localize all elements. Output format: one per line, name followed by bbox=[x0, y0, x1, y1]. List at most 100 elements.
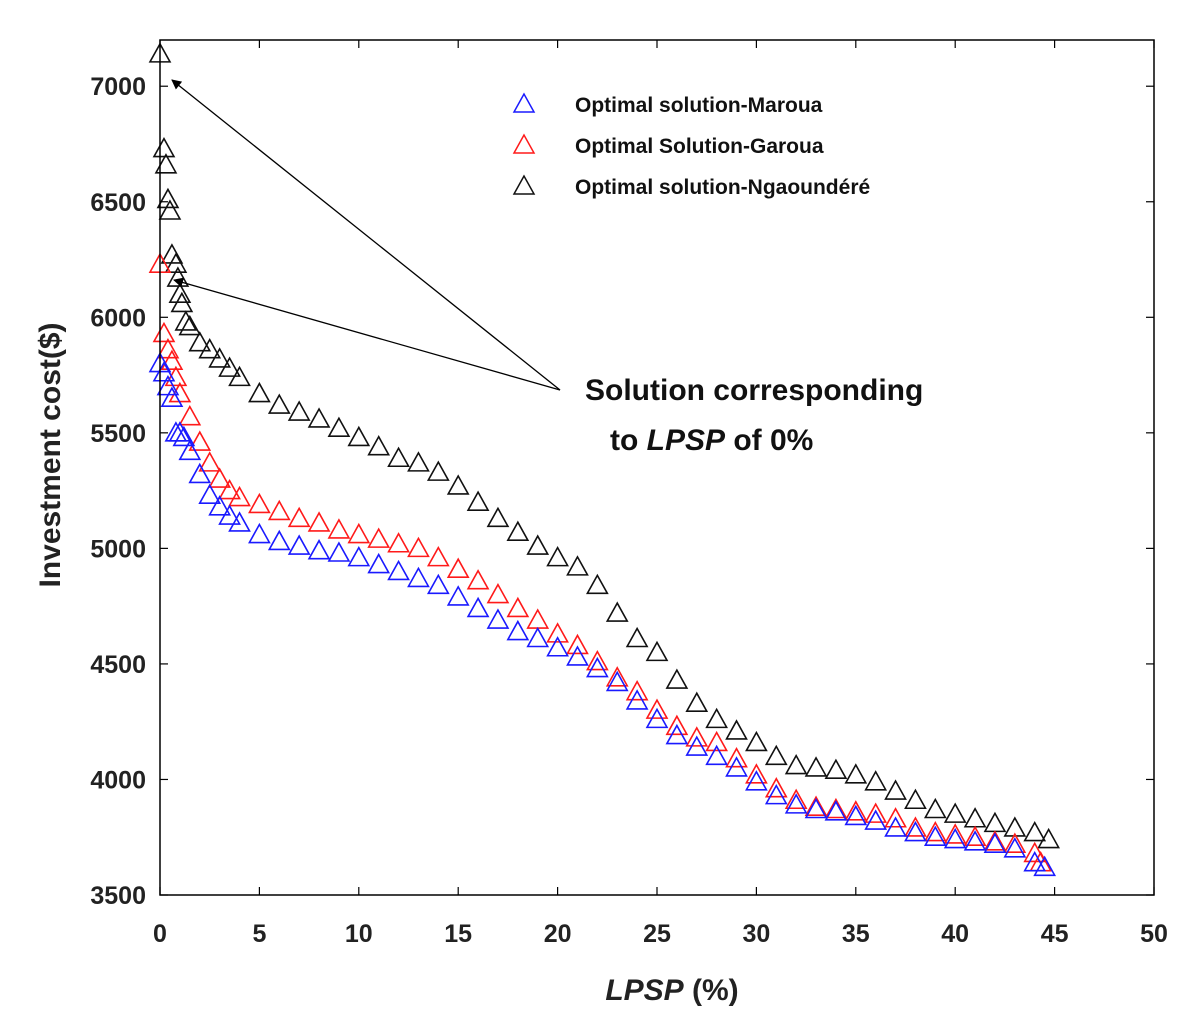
data-point-ngaoundere bbox=[1037, 827, 1060, 849]
x-tick-label: 15 bbox=[444, 920, 472, 948]
data-point-maroua bbox=[172, 425, 196, 447]
data-point-ngaoundere bbox=[287, 400, 311, 421]
data-point-garoua bbox=[784, 788, 808, 810]
data-point-maroua bbox=[963, 830, 987, 851]
data-point-ngaoundere bbox=[923, 797, 947, 819]
x-tick-label: 40 bbox=[941, 920, 969, 948]
data-point-garoua bbox=[506, 596, 530, 618]
y-tick-label: 4500 bbox=[90, 651, 146, 679]
data-point-garoua bbox=[307, 511, 331, 532]
data-point-garoua bbox=[1023, 841, 1047, 863]
data-point-maroua bbox=[267, 529, 291, 551]
data-point-maroua bbox=[566, 645, 589, 666]
data-point-ngaoundere bbox=[784, 753, 808, 775]
data-point-maroua bbox=[943, 827, 967, 849]
data-point-garoua bbox=[152, 321, 176, 343]
legend-marker-maroua bbox=[512, 92, 536, 113]
annotation-line-1: Solution corresponding bbox=[585, 374, 923, 407]
data-point-garoua bbox=[446, 557, 470, 578]
data-point-ngaoundere bbox=[446, 474, 470, 495]
data-point-ngaoundere bbox=[307, 407, 331, 428]
data-point-maroua bbox=[367, 552, 391, 574]
data-point-garoua bbox=[884, 807, 907, 828]
data-point-garoua bbox=[347, 522, 371, 544]
data-point-maroua bbox=[168, 421, 192, 442]
data-point-ngaoundere bbox=[387, 446, 410, 468]
data-point-ngaoundere bbox=[367, 435, 391, 456]
data-point-garoua bbox=[228, 485, 251, 507]
data-point-ngaoundere bbox=[963, 807, 987, 828]
data-point-maroua bbox=[218, 504, 241, 525]
data-point-ngaoundere bbox=[546, 545, 569, 567]
y-tick-label: 6500 bbox=[90, 189, 146, 217]
data-point-garoua bbox=[566, 633, 589, 655]
data-point-garoua bbox=[923, 820, 947, 842]
data-point-garoua bbox=[160, 349, 184, 371]
data-point-maroua bbox=[228, 511, 251, 532]
data-point-garoua bbox=[198, 451, 222, 472]
data-point-garoua bbox=[208, 467, 231, 488]
x-tick-label: 5 bbox=[252, 920, 266, 948]
data-point-maroua bbox=[745, 770, 768, 791]
annotation-arrow-lower bbox=[173, 277, 561, 391]
data-point-ngaoundere bbox=[208, 347, 231, 368]
data-point-maroua bbox=[152, 361, 176, 382]
annotation-line-2-post: of 0% bbox=[725, 424, 813, 457]
data-point-garoua bbox=[844, 800, 868, 821]
data-point-maroua bbox=[904, 820, 927, 842]
data-point-maroua bbox=[645, 707, 669, 729]
data-point-maroua bbox=[784, 793, 808, 814]
y-axis-title: Investment cost($) bbox=[34, 322, 67, 587]
data-point-maroua bbox=[426, 573, 450, 595]
data-point-ngaoundere bbox=[327, 416, 351, 438]
data-point-garoua bbox=[824, 797, 848, 819]
data-point-ngaoundere bbox=[426, 460, 450, 481]
data-point-maroua bbox=[864, 809, 888, 830]
data-point-ngaoundere bbox=[466, 490, 490, 511]
data-point-garoua bbox=[605, 666, 629, 687]
legend-marker-ngaoundere bbox=[512, 174, 536, 195]
data-point-ngaoundere bbox=[943, 802, 967, 823]
legend-label-garoua: Optimal Solution-Garoua bbox=[575, 135, 824, 158]
data-point-ngaoundere bbox=[347, 425, 371, 447]
x-tick-label: 50 bbox=[1140, 920, 1168, 948]
data-point-ngaoundere bbox=[174, 310, 198, 331]
data-point-ngaoundere bbox=[904, 788, 927, 810]
data-point-garoua bbox=[218, 478, 241, 500]
data-point-maroua bbox=[407, 566, 430, 588]
data-point-garoua bbox=[287, 506, 311, 528]
data-point-garoua bbox=[645, 698, 669, 719]
data-point-garoua bbox=[904, 816, 927, 837]
annotation: Solution corresponding to LPSP of 0% bbox=[171, 79, 923, 457]
data-point-ngaoundere bbox=[154, 153, 178, 174]
data-point-garoua bbox=[586, 649, 609, 671]
data-point-garoua bbox=[466, 569, 490, 590]
x-tick-label: 35 bbox=[842, 920, 870, 948]
data-point-ngaoundere bbox=[625, 626, 649, 648]
data-point-garoua bbox=[486, 582, 510, 604]
data-point-garoua bbox=[625, 680, 649, 701]
data-point-maroua bbox=[685, 735, 709, 756]
data-point-garoua bbox=[248, 492, 271, 514]
data-point-garoua bbox=[804, 795, 828, 816]
data-point-garoua bbox=[188, 430, 212, 451]
data-point-maroua bbox=[486, 608, 510, 629]
data-point-garoua bbox=[685, 726, 709, 747]
data-point-ngaoundere bbox=[156, 187, 180, 209]
x-axis-title: LPSP (%) bbox=[605, 974, 738, 1007]
data-point-garoua bbox=[705, 730, 728, 752]
data-point-ngaoundere bbox=[158, 199, 182, 220]
data-point-ngaoundere bbox=[267, 393, 291, 414]
data-point-ngaoundere bbox=[178, 314, 202, 336]
data-point-maroua bbox=[198, 483, 222, 505]
x-axis-title-rest: (%) bbox=[684, 974, 739, 1007]
legend-label-maroua: Optimal solution-Maroua bbox=[575, 94, 823, 117]
data-layer bbox=[148, 42, 1060, 877]
data-point-ngaoundere bbox=[566, 555, 589, 576]
x-tick-label: 10 bbox=[345, 920, 373, 948]
data-point-garoua bbox=[526, 608, 550, 629]
data-point-maroua bbox=[466, 596, 490, 618]
data-point-ngaoundere bbox=[506, 520, 530, 542]
data-point-garoua bbox=[367, 527, 391, 548]
